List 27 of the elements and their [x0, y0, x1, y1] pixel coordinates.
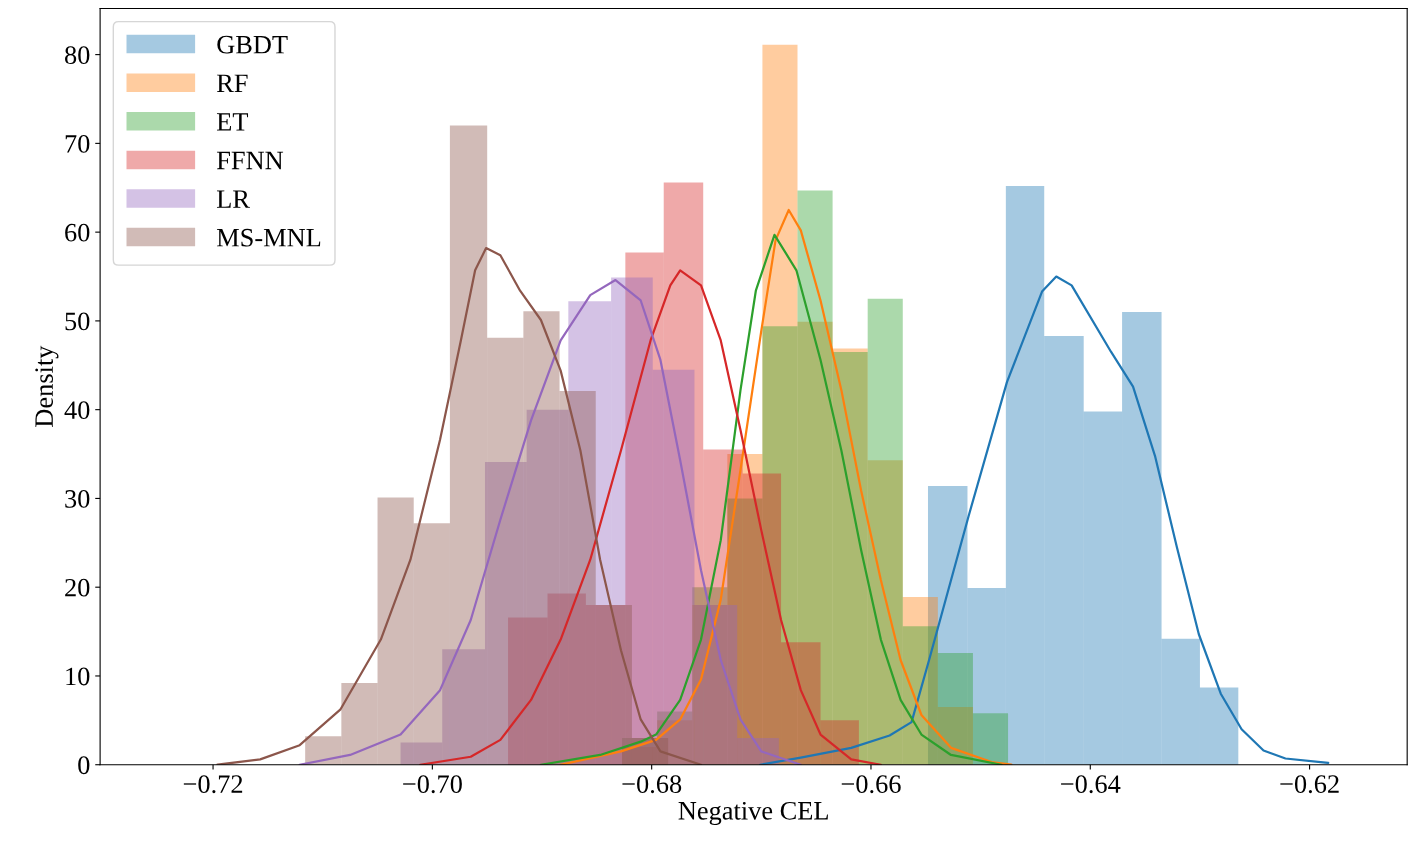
line-series [419, 269, 882, 765]
x-tick-label: −0.66 [841, 775, 901, 794]
line-series [298, 278, 802, 765]
legend-label: LR [216, 190, 250, 208]
y-tick-label: 20 [65, 578, 90, 597]
y-axis-title: Density [35, 345, 59, 427]
y-tick-label: 10 [66, 667, 90, 686]
y-tick-label: 60 [65, 223, 90, 242]
legend-label: ET [216, 113, 249, 131]
legend-label: RF [216, 74, 248, 92]
x-tick-label: −0.72 [183, 775, 243, 794]
legend-label: GBDT [217, 35, 288, 54]
y-tick-label: 80 [65, 46, 90, 65]
x-tick-label: −0.62 [1280, 775, 1339, 794]
y-tick-label: 70 [65, 134, 90, 153]
y-tick-label: 50 [65, 312, 90, 331]
x-axis-title: Negative CEL [678, 801, 828, 826]
x-tick-label: −0.68 [622, 775, 682, 794]
y-tick-label: 30 [65, 490, 90, 508]
line-series [216, 247, 703, 765]
x-tick-label: −0.70 [403, 775, 462, 794]
legend-label: MS-MNL [216, 228, 321, 247]
x-tick-label: −0.64 [1061, 775, 1121, 794]
line-series [759, 275, 1330, 765]
legend-label: FFNN [216, 151, 284, 170]
y-tick-label: 40 [64, 401, 90, 420]
y-tick-label: 0 [78, 756, 90, 775]
